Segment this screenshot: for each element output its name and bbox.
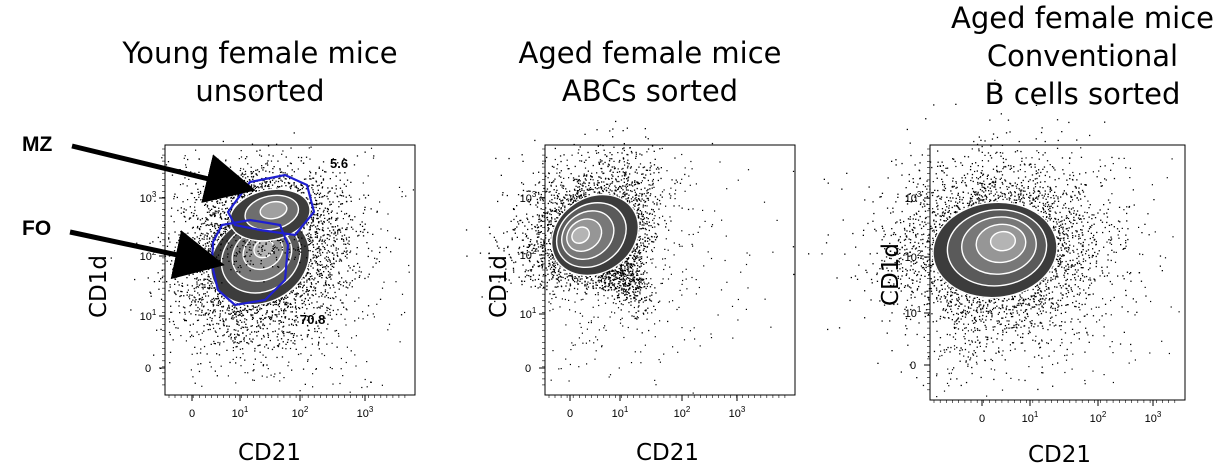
panel3-density: [792, 79, 1180, 398]
panel3-title: Aged female mice Conventional B cells so…: [940, 0, 1225, 113]
panel2-xtick-2: 102: [674, 405, 691, 420]
panel1-xtick-0: 0: [189, 408, 195, 420]
panel3-ytick-1: 101: [905, 305, 922, 320]
panel2-axes: 0 101 102 103 0 101 102 103: [520, 148, 786, 420]
mz-gate-polygon: [226, 173, 316, 237]
fo-gate-label: FO: [22, 217, 52, 240]
panel3-ytick-0: 0: [910, 360, 916, 372]
panel2-xtick-3: 103: [729, 405, 746, 420]
panel1-xtick-3: 103: [357, 405, 374, 420]
panel1-ytick-0: 0: [145, 363, 151, 375]
mz-arrow: [71, 143, 256, 203]
panel2-title-line2: ABCs sorted: [561, 74, 739, 108]
fo-gate-polygon: [210, 218, 290, 307]
panel2-title-line1: Aged female mice: [518, 36, 782, 70]
arrows-overlay: [69, 143, 256, 280]
panel3-xtick-0: 0: [979, 413, 985, 425]
panel3-xtick-3: 103: [1145, 410, 1162, 425]
mz-gate-label: MZ: [22, 133, 53, 156]
panel1-density: [110, 91, 414, 393]
panel2-contours-0: [550, 193, 640, 277]
panel1-xlabel: CD21: [238, 440, 302, 466]
panel2-xtick-1: 101: [612, 405, 629, 420]
panel1-title: Young female mice unsorted: [120, 34, 400, 110]
panel3-title-line2: Conventional: [986, 39, 1179, 73]
panel1-xtick-1: 101: [232, 405, 249, 420]
panel2-ytick-3: 103: [520, 190, 537, 205]
panel3-plot: 0 101 102 103 0 101 102 103: [792, 79, 1186, 425]
fo-gate-percent: 70.8: [300, 312, 326, 327]
panel3-title-line3: B cells sorted: [984, 77, 1181, 111]
panel3-xtick-1: 101: [1022, 410, 1039, 425]
panel3-ytick-2: 102: [905, 249, 922, 264]
panel2-xtick-0: 0: [567, 408, 573, 420]
panel1-ytick-3: 103: [140, 190, 157, 205]
mz-gate-percent: 5.6: [330, 156, 349, 171]
panel2-plot: 0 101 102 103 0 101 102 103: [465, 120, 796, 420]
panel3-title-line1: Aged female mice: [951, 1, 1214, 35]
panel2-xlabel: CD21: [636, 440, 700, 466]
panel2-ytick-0: 0: [525, 363, 531, 375]
fo-arrow: [69, 229, 225, 280]
panel1-title-line2: unsorted: [195, 74, 325, 108]
panel1-title-line1: Young female mice: [122, 36, 398, 70]
panel3-contours-0: [932, 201, 1058, 299]
panel3-axes: 0 101 102 103 0 101 102 103: [905, 148, 1176, 425]
panel3-ytick-3: 103: [905, 190, 922, 205]
panel1-ytick-1: 101: [140, 308, 157, 323]
panel2-ytick-1: 101: [520, 306, 537, 321]
panel2-density: [465, 120, 795, 394]
panel3-xlabel: CD21: [1028, 442, 1092, 468]
panel2-ytick-2: 102: [520, 247, 537, 262]
panel3-xtick-2: 102: [1090, 410, 1107, 425]
panel2-title: Aged female mice ABCs sorted: [510, 34, 790, 110]
panel1-xtick-2: 102: [292, 405, 309, 420]
